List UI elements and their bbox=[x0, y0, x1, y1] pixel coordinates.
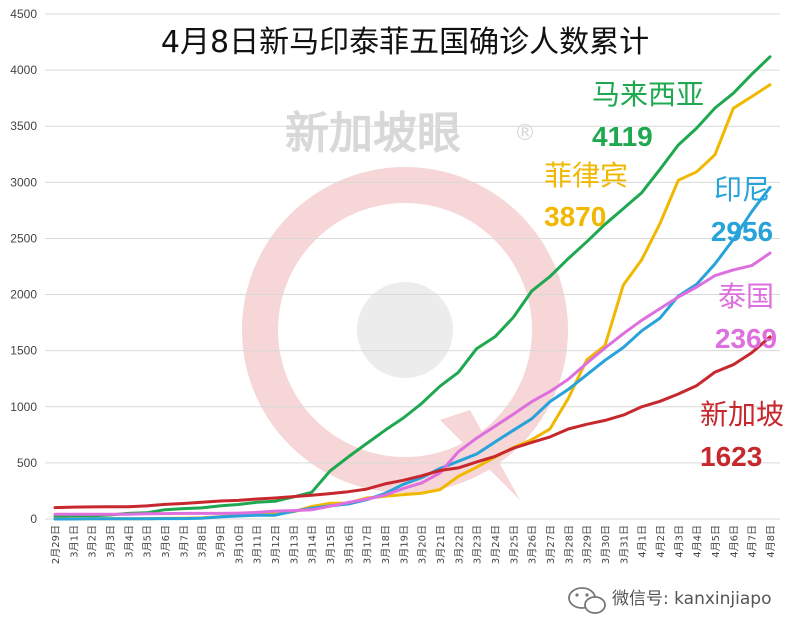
series-value-label: 2369 bbox=[715, 323, 777, 354]
x-tick-label: 4月3日 bbox=[673, 525, 685, 558]
y-tick-label: 4000 bbox=[10, 63, 37, 77]
x-tick-label: 3月23日 bbox=[472, 525, 484, 564]
series-name-label: 泰国 bbox=[718, 280, 774, 313]
x-tick-label: 3月12日 bbox=[270, 525, 282, 564]
series-labels: 马来西亚 4119 菲律宾 3870 印尼 2956 泰国 2369 新加坡 1623 bbox=[544, 78, 784, 472]
x-tick-label: 3月17日 bbox=[362, 525, 374, 564]
x-tick-label: 3月1日 bbox=[68, 525, 80, 558]
y-tick-label: 3000 bbox=[10, 175, 37, 189]
footer: 微信号: kanxinjiapo bbox=[568, 587, 771, 614]
x-tick-label: 3月28日 bbox=[563, 525, 575, 564]
x-tick-label: 3月16日 bbox=[343, 525, 355, 564]
x-tick-label: 3月11日 bbox=[252, 525, 264, 564]
series-line-0 bbox=[53, 55, 772, 518]
x-tick-label: 3月21日 bbox=[435, 525, 447, 564]
x-axis: 2月29日 3月1日 3月2日 3月3日 3月4日 3月5日 3月6日 3月7日 3月8日 3月9… bbox=[50, 525, 777, 564]
x-tick-label: 3月24日 bbox=[490, 525, 502, 564]
watermark: 新加坡眼 ® bbox=[242, 108, 568, 500]
x-tick-label: 4月5日 bbox=[710, 525, 722, 558]
x-tick-label: 3月27日 bbox=[545, 525, 557, 564]
wechat-icon bbox=[568, 587, 606, 614]
x-tick-label: 3月13日 bbox=[288, 525, 300, 564]
y-tick-label: 2000 bbox=[10, 288, 37, 302]
x-tick-label: 3月3日 bbox=[105, 525, 117, 558]
series-lines bbox=[53, 55, 772, 521]
y-tick-label: 1000 bbox=[10, 400, 37, 414]
x-tick-label: 3月20日 bbox=[417, 525, 429, 564]
y-tick-label: 3500 bbox=[10, 119, 37, 133]
series-value-label: 2956 bbox=[711, 216, 773, 247]
series-name-label: 菲律宾 bbox=[544, 159, 628, 192]
x-tick-label: 3月18日 bbox=[380, 525, 392, 564]
y-tick-label: 2500 bbox=[10, 231, 37, 245]
x-tick-label: 3月7日 bbox=[178, 525, 190, 558]
x-tick-label: 4月2日 bbox=[655, 525, 667, 558]
x-tick-label: 3月5日 bbox=[142, 525, 154, 558]
y-tick-label: 1500 bbox=[10, 344, 37, 358]
series-line-2 bbox=[53, 185, 772, 521]
x-tick-label: 3月19日 bbox=[398, 525, 410, 564]
x-tick-label: 4月1日 bbox=[637, 525, 649, 558]
x-tick-label: 3月4日 bbox=[123, 525, 135, 558]
x-tick-label: 4月4日 bbox=[692, 525, 704, 558]
series-value-label: 4119 bbox=[592, 121, 653, 152]
series-line-3 bbox=[53, 251, 772, 516]
series-name-label: 印尼 bbox=[714, 173, 770, 206]
x-tick-label: 4月7日 bbox=[747, 525, 759, 558]
gridlines bbox=[45, 13, 780, 520]
x-tick-label: 4月6日 bbox=[728, 525, 740, 558]
x-tick-label: 3月2日 bbox=[87, 525, 99, 558]
x-tick-label: 2月29日 bbox=[50, 525, 62, 564]
series-line-4 bbox=[53, 335, 772, 510]
x-tick-label: 3月8日 bbox=[197, 525, 209, 558]
y-tick-label: 4500 bbox=[10, 7, 37, 21]
series-value-label: 3870 bbox=[544, 201, 606, 232]
x-tick-label: 4月8日 bbox=[765, 525, 777, 558]
chart-title: 4月8日新马印泰菲五国确诊人数累计 bbox=[161, 25, 649, 60]
x-tick-label: 3月25日 bbox=[508, 525, 520, 564]
x-tick-label: 3月31日 bbox=[618, 525, 630, 564]
x-tick-label: 3月6日 bbox=[160, 525, 172, 558]
x-tick-label: 3月29日 bbox=[582, 525, 594, 564]
x-tick-label: 3月15日 bbox=[325, 525, 337, 564]
y-axis: 0 500 1000 1500 2000 2500 3000 3500 4000 4500 bbox=[10, 7, 37, 526]
x-tick-label: 3月22日 bbox=[453, 525, 465, 564]
wechat-id: 微信号: kanxinjiapo bbox=[612, 589, 771, 609]
series-value-label: 1623 bbox=[700, 441, 762, 472]
x-tick-label: 3月26日 bbox=[527, 525, 539, 564]
x-tick-label: 3月14日 bbox=[307, 525, 319, 564]
x-tick-label: 3月30日 bbox=[600, 525, 612, 564]
y-tick-label: 0 bbox=[30, 512, 37, 526]
series-name-label: 新加坡 bbox=[700, 398, 784, 431]
watermark-text: 新加坡眼 bbox=[285, 108, 461, 159]
y-tick-label: 500 bbox=[17, 456, 37, 470]
x-tick-label: 3月9日 bbox=[215, 525, 227, 558]
watermark-mark: ® bbox=[514, 121, 536, 146]
series-name-label: 马来西亚 bbox=[592, 78, 704, 111]
x-tick-label: 3月10日 bbox=[233, 525, 245, 564]
